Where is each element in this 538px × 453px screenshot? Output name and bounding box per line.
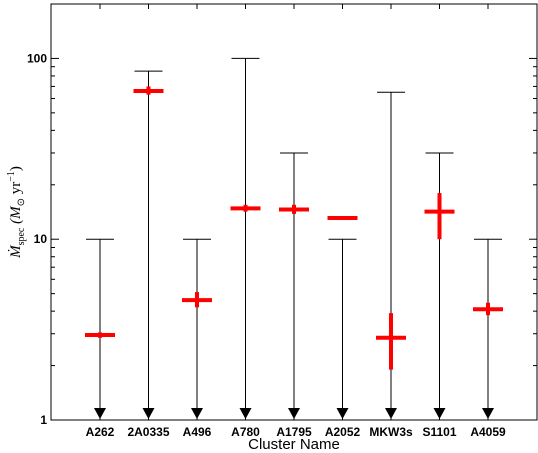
- limit-arrow: [142, 408, 155, 419]
- x-tick-label: A262: [86, 425, 115, 439]
- x-tick-label: A496: [183, 425, 212, 439]
- limit-arrow: [336, 408, 349, 419]
- y-tick-label: 10: [34, 232, 48, 246]
- x-tick-label: A1795: [276, 425, 312, 439]
- x-tick-labels: A262 2A0335 A496 A780 A1795 A2052 MKW3s S1101 A4…: [86, 425, 506, 439]
- x-tick-label: MKW3s: [369, 425, 413, 439]
- y-tick-label: 100: [27, 51, 47, 65]
- limit-arrow: [433, 408, 446, 419]
- x-tick-label: 2A0335: [127, 425, 169, 439]
- x-tick-label: A4059: [470, 425, 506, 439]
- limit-arrow: [94, 408, 106, 419]
- x-tick-label: A780: [231, 425, 260, 439]
- limit-arrow: [191, 408, 203, 419]
- x-tick-label: A2052: [325, 425, 361, 439]
- chart-marks: [85, 57, 503, 419]
- limit-arrow: [385, 408, 397, 419]
- limit-arrow: [239, 408, 252, 419]
- x-tick-label: S1101: [422, 425, 456, 439]
- limit-arrow: [482, 408, 494, 419]
- y-ticks: 1 10 100: [27, 3, 537, 427]
- y-tick-label: 1: [40, 413, 47, 427]
- y-axis-title: Ṁspec (M⊙ yr−1): [6, 166, 27, 259]
- limit-arrow: [288, 408, 300, 419]
- x-axis-title: Cluster Name: [248, 436, 340, 453]
